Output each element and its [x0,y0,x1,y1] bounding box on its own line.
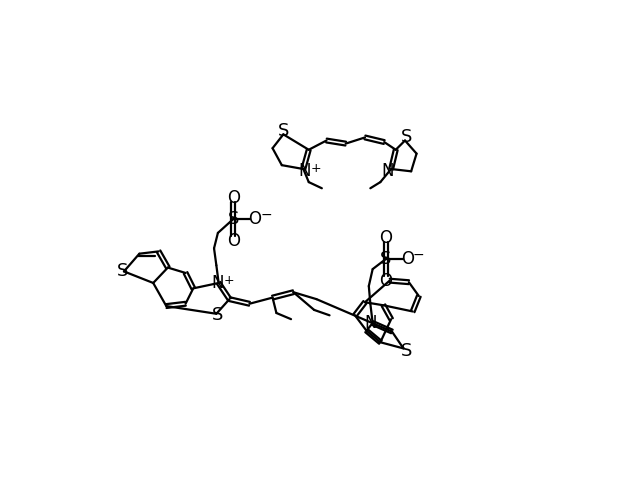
Text: S: S [380,250,392,268]
Text: −: − [413,248,424,261]
Text: S: S [228,210,239,228]
Text: O: O [380,272,392,290]
Text: +: + [311,162,322,175]
Text: S: S [401,128,412,146]
Text: S: S [278,121,289,140]
Text: N: N [382,162,394,180]
Text: N: N [212,274,224,292]
Text: +: + [224,274,235,287]
Text: −: − [260,207,272,221]
Text: N: N [299,162,311,180]
Text: S: S [211,306,223,324]
Text: O: O [227,188,240,206]
Text: S: S [401,342,412,360]
Text: N: N [365,314,378,332]
Text: S: S [116,262,128,281]
Text: O: O [227,232,240,250]
Text: O: O [248,210,261,228]
Text: O: O [401,250,414,268]
Text: O: O [380,228,392,247]
